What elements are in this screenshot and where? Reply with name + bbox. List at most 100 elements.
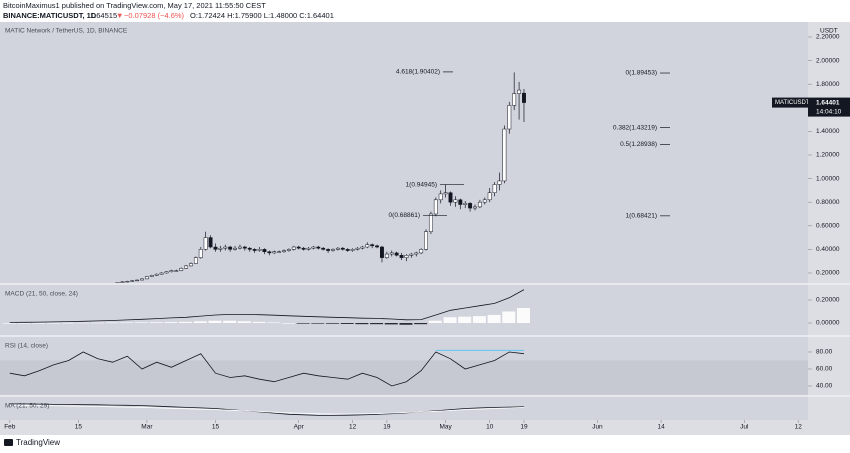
pane-title: MACD (21, 50, close, 24) — [5, 291, 78, 298]
histogram-bar — [355, 323, 369, 325]
histogram-bar — [208, 320, 222, 324]
candle-body — [340, 247, 345, 250]
candle-body — [345, 249, 350, 251]
histogram-bar — [428, 320, 442, 324]
candle-body — [321, 247, 326, 250]
candle-body — [428, 213, 433, 232]
candle-body — [174, 270, 179, 272]
histogram-bar — [90, 322, 104, 324]
candle-body — [394, 252, 399, 256]
candle-body — [448, 192, 453, 203]
fib-label: 0(0.68861) — [389, 212, 420, 219]
histogram-bar — [340, 323, 354, 324]
candle-body — [238, 246, 242, 249]
candle-body — [130, 280, 135, 282]
x-tick-label: 19 — [383, 424, 391, 431]
candle-body — [223, 246, 228, 249]
histogram-bar — [281, 323, 295, 324]
ma-line — [9, 403, 525, 416]
x-tick-label: 14 — [657, 424, 665, 431]
candle-body — [149, 275, 154, 277]
candle-body — [512, 93, 517, 106]
candle-body — [291, 246, 296, 250]
candle-body — [468, 203, 473, 209]
candle-body — [365, 244, 370, 248]
histogram-bar — [149, 322, 163, 324]
candle-body — [409, 253, 414, 256]
change: −0.07928 (−4.6%) — [124, 11, 185, 20]
histogram-bar — [472, 316, 486, 324]
y-tick-label: 0.20000 — [816, 270, 840, 277]
ma — [9, 403, 525, 416]
x-tick-label: 15 — [75, 424, 83, 431]
candle-body — [247, 247, 252, 250]
candle-body — [311, 246, 316, 249]
candle-body — [135, 279, 140, 282]
x-tick-label: Mar — [141, 424, 153, 431]
histogram-bar — [105, 322, 119, 324]
candle-body — [360, 246, 365, 249]
candle-body — [286, 249, 291, 251]
histogram-bar — [61, 322, 75, 324]
currency-label: USDT — [820, 28, 838, 35]
candle-body — [267, 251, 272, 254]
time-axis-bg — [0, 420, 808, 435]
candle-body — [262, 249, 267, 252]
histogram-bar — [252, 321, 266, 324]
histogram-bar — [32, 323, 46, 324]
histogram-bar — [164, 322, 178, 324]
candle-body — [296, 246, 301, 249]
y-tick-label: 2.00000 — [816, 57, 840, 64]
candle-body — [375, 245, 380, 248]
y-tick-label: 1.80000 — [816, 81, 840, 88]
histogram-bar — [399, 323, 413, 325]
candle-body — [335, 247, 340, 250]
histogram-bar — [2, 323, 16, 324]
candle-body — [458, 199, 463, 205]
rsi-line — [9, 351, 525, 387]
candle-body — [179, 268, 184, 271]
histogram-bar — [311, 323, 325, 324]
y-tick-label: 0.60000 — [816, 222, 840, 229]
histogram-bar — [414, 323, 428, 325]
x-tick-label: 12 — [349, 424, 357, 431]
fib-label: 0.5(1.28938) — [620, 141, 657, 148]
candle-body — [115, 282, 120, 283]
price-axis-bg — [808, 22, 850, 435]
histogram-bar — [135, 322, 149, 324]
candle-body — [193, 257, 198, 264]
histogram-bar — [384, 323, 398, 325]
y-tick-label: 0.40000 — [816, 246, 840, 253]
fib-label: 4.618(1.90402) — [396, 69, 440, 76]
candle-body — [443, 192, 448, 195]
candle-body — [316, 246, 321, 249]
macd-line — [9, 289, 525, 323]
candle-body — [433, 199, 438, 215]
candle-body — [159, 272, 164, 275]
candle-body — [497, 180, 502, 185]
plot-bg — [0, 22, 808, 420]
y-tick-label: 1.20000 — [816, 152, 840, 159]
candles — [115, 72, 526, 283]
candle-body — [125, 280, 130, 283]
countdown: 14:04:10 — [816, 108, 842, 115]
y-tick-label: 2.20000 — [816, 34, 840, 41]
symbol: BINANCE:MATICUSDT, 1D — [3, 11, 97, 20]
histogram-bar — [502, 311, 516, 324]
price: 1.64515 — [90, 11, 117, 20]
candle-body — [301, 247, 306, 250]
x-tick-label: Jul — [740, 424, 749, 431]
histogram-bar — [237, 321, 251, 324]
candle-body — [169, 270, 174, 273]
price-tag-label: 1.64401 — [816, 99, 840, 106]
y-tick-label: 0.20000 — [816, 297, 840, 304]
candle-body — [477, 201, 482, 208]
candle-body — [438, 193, 443, 201]
histogram-bar — [516, 308, 530, 324]
ma-line — [9, 404, 525, 415]
candle-body — [404, 255, 409, 258]
y-tick-label: 1.40000 — [816, 128, 840, 135]
candle-body — [252, 249, 257, 251]
candle-body — [424, 231, 428, 250]
